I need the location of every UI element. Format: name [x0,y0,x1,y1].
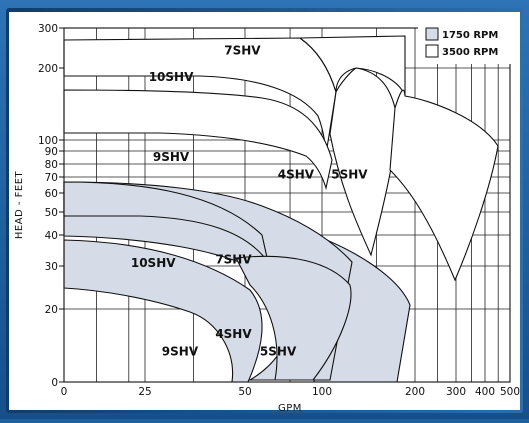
curve-1750-7shv [63,181,353,381]
curve-1750-10shv [63,181,269,263]
y-tick-label: 70 [45,172,58,184]
y-tick-label: 20 [45,304,58,316]
curve-label: 10SHV [149,70,194,84]
y-tick-label: 60 [45,188,58,200]
y-tick-label: 40 [45,230,58,242]
curve-label: 7SHV [224,44,261,58]
curve-1750-4shv [235,255,352,381]
y-tick-label: 80 [45,159,58,171]
curve-label: 7SHV [215,252,252,266]
curve-label: 10SHV [131,256,176,270]
x-tick-label: 500 [500,386,520,398]
x-tick-label: 200 [405,386,425,398]
y-axis-label: HEAD - FEET [14,170,25,239]
curve-label: 5SHV [331,167,368,181]
legend-label-3500: 3500 RPM [442,47,498,58]
x-tick-label: 100 [312,386,332,398]
legend: 1750 RPM 3500 RPM [418,22,520,64]
x-tick-label: 0 [61,386,68,398]
x-tick-label: 50 [238,386,251,398]
curve-labels: 10SHV 9SHV 7SHV 4SHV 5SHV 10SHV 7SHV 9SHV 4SHV 5S… [131,44,368,359]
curve-label: 4SHV [278,167,315,181]
x-tick-label: 25 [138,386,151,398]
curve-label: 4SHV [215,327,252,341]
curve-label: 5SHV [260,344,297,358]
plot-area-border [63,27,511,383]
y-tick-label: 90 [45,146,58,158]
y-tick-label: 30 [45,261,58,273]
x-axis-label: GPM [278,403,302,414]
curve-label: 9SHV [153,150,190,164]
legend-swatch-1750 [425,27,439,41]
curve-3500-7shv [298,35,406,97]
y-tick-label: 300 [38,23,58,35]
x-tick-label: 300 [446,386,466,398]
legend-swatch-3500 [425,44,439,58]
x-ticks: 0 25 50 100 200 300 400 500 [61,386,520,398]
curve-3500-9shv [63,89,333,191]
y-tick-label: 200 [38,63,58,75]
curve-3500-5shv [389,89,499,282]
y-tick-label: 50 [45,207,58,219]
curves-3500rpm [63,35,499,282]
y-tick-label: 100 [38,135,58,147]
legend-label-1750: 1750 RPM [442,30,498,41]
x-tick-label: 400 [475,386,495,398]
curve-label: 9SHV [162,344,199,358]
y-tick-label: 0 [51,377,58,389]
